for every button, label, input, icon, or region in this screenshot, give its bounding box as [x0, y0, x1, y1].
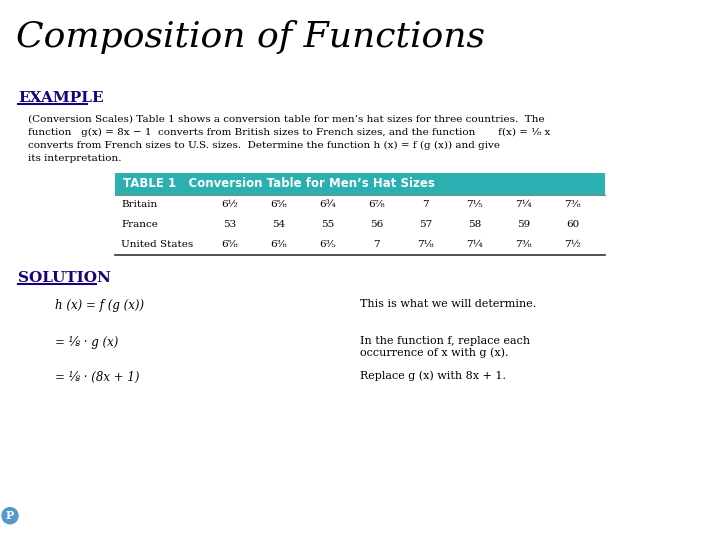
- Text: This is what we will determine.: This is what we will determine.: [360, 299, 536, 309]
- Text: 7⅛: 7⅛: [417, 240, 434, 249]
- Text: Slide 40: Slide 40: [631, 509, 700, 523]
- Text: converts from French sizes to U.S. sizes.  Determine the function h (x) = f (g (: converts from French sizes to U.S. sizes…: [28, 141, 500, 150]
- Text: SOLUTION: SOLUTION: [18, 271, 111, 285]
- Text: France: France: [121, 220, 158, 230]
- Text: = ⅛ · (8x + 1): = ⅛ · (8x + 1): [55, 370, 140, 383]
- Text: 7⅜: 7⅜: [564, 200, 581, 210]
- Text: 6⅜: 6⅜: [270, 240, 287, 249]
- Text: United States: United States: [121, 240, 193, 249]
- Text: 57: 57: [419, 220, 432, 230]
- Text: 6⅝: 6⅝: [221, 240, 238, 249]
- Text: Britain: Britain: [121, 200, 157, 210]
- Text: 58: 58: [468, 220, 481, 230]
- Text: its interpretation.: its interpretation.: [28, 154, 122, 163]
- Text: 56: 56: [370, 220, 383, 230]
- Text: 53: 53: [223, 220, 236, 230]
- Text: 7⅜: 7⅜: [516, 240, 532, 249]
- Text: 6⅞: 6⅞: [368, 200, 384, 210]
- Text: h (x) = f (g (x)): h (x) = f (g (x)): [55, 299, 144, 312]
- Text: 59: 59: [517, 220, 530, 230]
- Text: 7: 7: [373, 240, 380, 249]
- Text: TABLE 1   Conversion Table for Men’s Hat Sizes: TABLE 1 Conversion Table for Men’s Hat S…: [123, 177, 435, 190]
- Circle shape: [2, 508, 18, 524]
- Text: 7: 7: [422, 200, 429, 210]
- Text: 60: 60: [566, 220, 579, 230]
- FancyBboxPatch shape: [115, 235, 605, 255]
- Text: occurrence of x with g (x).: occurrence of x with g (x).: [360, 348, 508, 358]
- Text: 7⅕: 7⅕: [466, 200, 483, 210]
- Text: EXAMPLE: EXAMPLE: [18, 91, 104, 105]
- Text: Replace g (x) with 8x + 1.: Replace g (x) with 8x + 1.: [360, 370, 506, 381]
- Text: 6¾: 6¾: [319, 200, 336, 210]
- FancyBboxPatch shape: [115, 215, 605, 235]
- Text: 54: 54: [272, 220, 285, 230]
- Text: Pearson: Pearson: [40, 509, 96, 522]
- Text: 7¼: 7¼: [516, 200, 532, 210]
- Text: P: P: [6, 510, 14, 521]
- Text: Copyright © 2018, 2014, 2010 Pearson Education Inc.: Copyright © 2018, 2014, 2010 Pearson Edu…: [245, 519, 475, 527]
- FancyBboxPatch shape: [115, 173, 605, 195]
- Text: function   g(x) = 8x − 1  converts from British sizes to French sizes, and the f: function g(x) = 8x − 1 converts from Bri…: [28, 128, 550, 137]
- Text: 6½: 6½: [221, 200, 238, 210]
- Text: In the function f, replace each: In the function f, replace each: [360, 335, 530, 346]
- Text: Composition of Functions: Composition of Functions: [16, 19, 485, 53]
- Text: 6⅗: 6⅗: [319, 240, 336, 249]
- Text: 55: 55: [321, 220, 334, 230]
- Text: 7¼: 7¼: [466, 240, 483, 249]
- FancyBboxPatch shape: [115, 195, 605, 215]
- Text: Goldstein/Schneider/Lay/Asmar, Calculus and Its Applications, 14e: Goldstein/Schneider/Lay/Asmar, Calculus …: [207, 505, 513, 514]
- Text: 7½: 7½: [564, 240, 581, 249]
- Text: (Conversion Scales) Table 1 shows a conversion table for men’s hat sizes for thr: (Conversion Scales) Table 1 shows a conv…: [28, 115, 544, 124]
- Text: 6⅝: 6⅝: [270, 200, 287, 210]
- Text: = ⅛ · g (x): = ⅛ · g (x): [55, 335, 118, 349]
